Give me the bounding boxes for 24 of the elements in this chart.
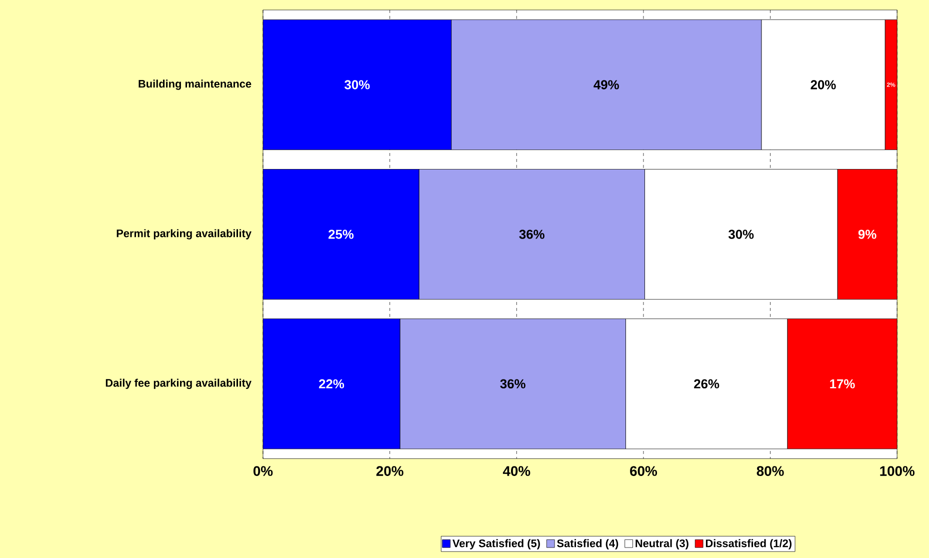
legend-label: Neutral (3) xyxy=(636,539,688,550)
data-label: 20% xyxy=(810,80,836,90)
data-label: 36% xyxy=(500,379,526,388)
legend-label: Dissatisfied (1/2) xyxy=(706,539,792,550)
x-tick-label: 0% xyxy=(253,466,273,476)
data-label: 30% xyxy=(344,80,370,90)
y-tick-label: Building maintenance xyxy=(138,79,252,90)
data-label: 36% xyxy=(519,230,544,239)
x-tick-label: 60% xyxy=(630,466,657,476)
x-tick-label: 80% xyxy=(756,466,784,476)
data-label: 25% xyxy=(328,230,354,239)
data-label: 49% xyxy=(594,80,619,90)
y-tick-label: Permit parking availability xyxy=(116,229,252,240)
x-tick-label: 100% xyxy=(880,466,915,476)
data-label: 22% xyxy=(319,379,344,388)
data-label: 17% xyxy=(830,379,855,388)
legend-label: Satisfied (4) xyxy=(557,539,618,550)
data-label: 9% xyxy=(858,230,876,239)
x-tick-label: 20% xyxy=(376,466,404,476)
data-label: 30% xyxy=(728,230,754,239)
x-tick-label: 40% xyxy=(502,466,530,476)
y-tick-label: Daily fee parking availability xyxy=(106,378,252,389)
legend-label: Very Satisfied (5) xyxy=(452,539,540,550)
data-label: 26% xyxy=(694,379,720,388)
